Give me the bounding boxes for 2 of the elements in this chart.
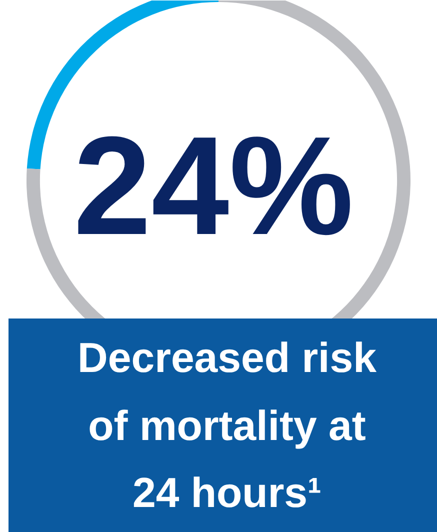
- text: 24%: [73, 107, 354, 264]
- text: Decreased risk of mortality at 24 hours¹: [78, 334, 378, 516]
